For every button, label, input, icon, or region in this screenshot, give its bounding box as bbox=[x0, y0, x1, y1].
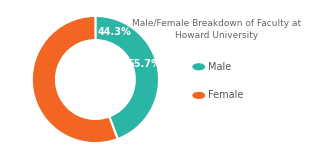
Wedge shape bbox=[95, 16, 159, 139]
Text: Male/Female Breakdown of Faculty at
Howard University: Male/Female Breakdown of Faculty at Howa… bbox=[132, 19, 301, 40]
Text: 55.7%: 55.7% bbox=[128, 59, 161, 69]
Text: Female: Female bbox=[208, 90, 244, 100]
Wedge shape bbox=[32, 16, 118, 143]
Text: 44.3%: 44.3% bbox=[98, 27, 132, 37]
Text: Male: Male bbox=[208, 62, 232, 72]
